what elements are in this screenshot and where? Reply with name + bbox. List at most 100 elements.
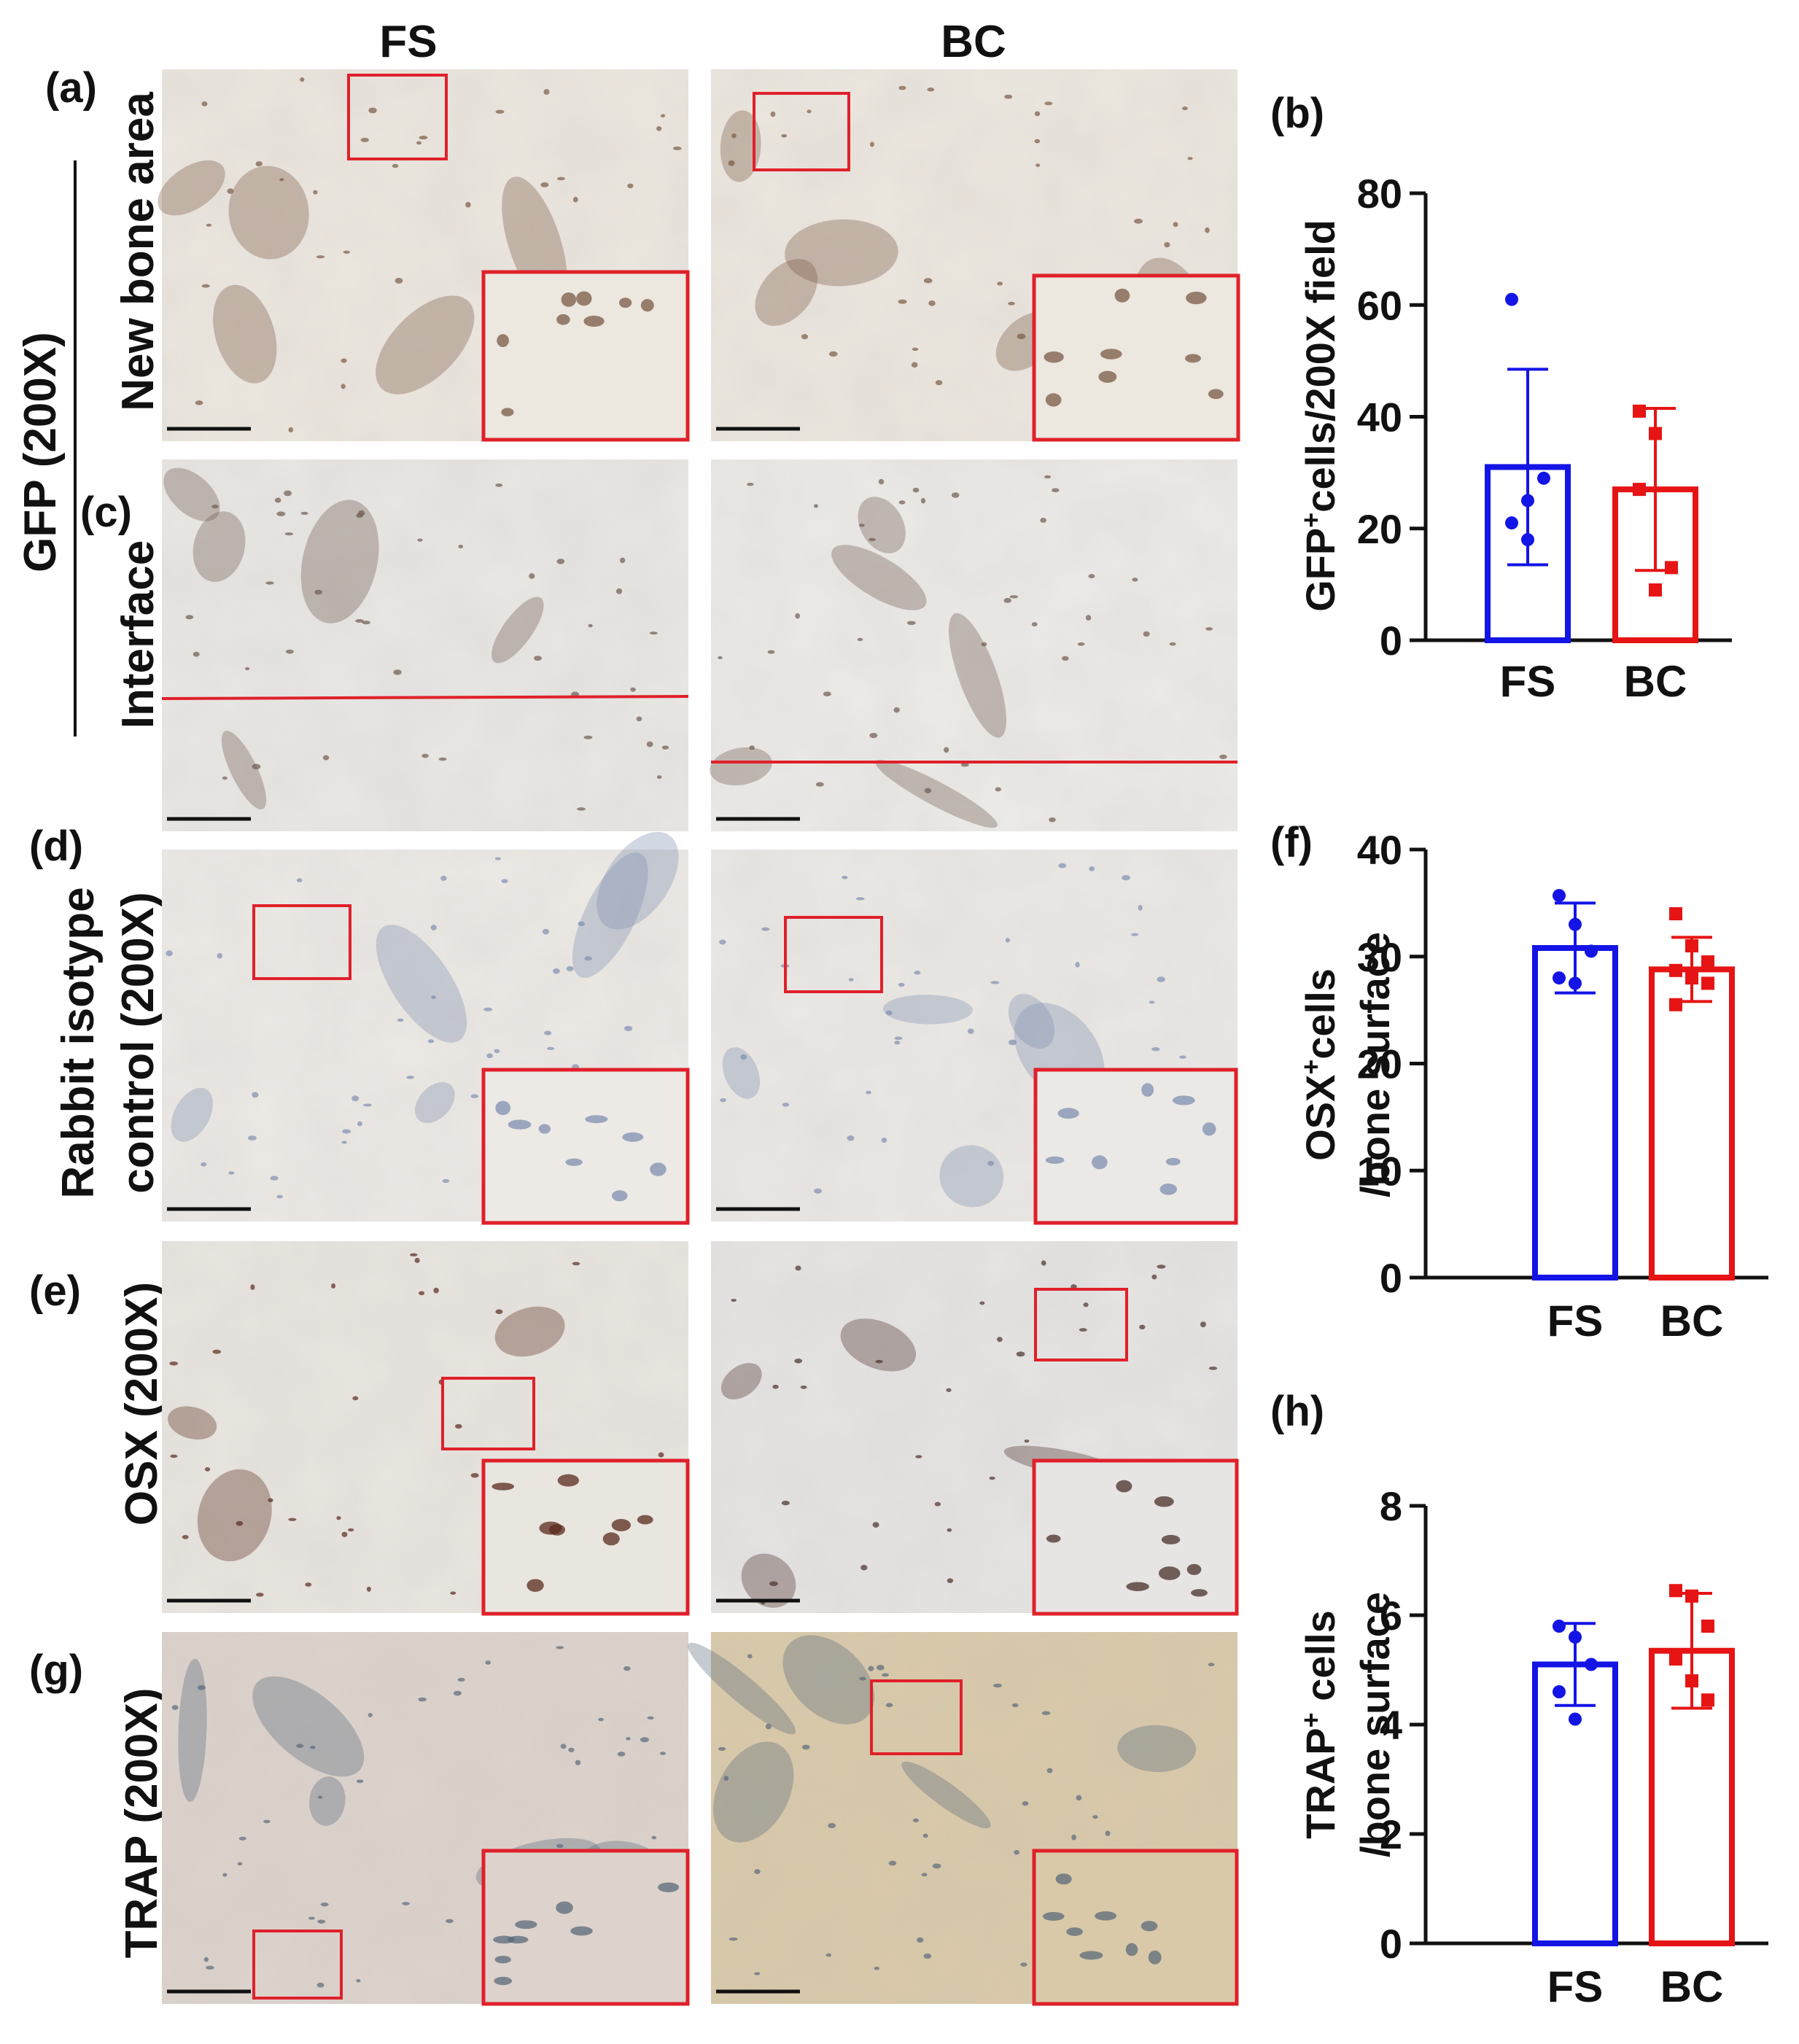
cell-nucleus <box>1088 574 1095 579</box>
marrow-region <box>163 467 220 521</box>
y-tick-label: 0 <box>1380 1255 1402 1301</box>
cell-nucleus <box>914 971 921 975</box>
cell-nucleus <box>894 1036 903 1041</box>
marrow-region <box>949 613 1006 738</box>
cell-nucleus <box>440 875 447 881</box>
zoom-inset <box>1033 1068 1238 1225</box>
cell-nucleus <box>993 1683 1002 1688</box>
marrow-region <box>875 759 998 828</box>
cell-nucleus <box>406 1076 414 1079</box>
cell-nucleus <box>1089 866 1095 871</box>
inset-cell <box>494 1976 513 1986</box>
data-point-bc <box>1669 1584 1682 1598</box>
inset-cell <box>1042 1912 1065 1921</box>
data-point-fs <box>1553 971 1566 985</box>
cell-nucleus <box>418 1697 427 1702</box>
cell-nucleus <box>1208 1367 1218 1370</box>
cell-nucleus <box>193 651 200 657</box>
inset-cell <box>1148 1950 1162 1965</box>
inset-cell <box>1044 351 1064 363</box>
micrograph-gfp-new-bone-fs <box>158 69 690 442</box>
category-label-bc: BC <box>1660 1297 1724 1345</box>
cell-nucleus <box>300 511 308 516</box>
cell-nucleus <box>228 1171 235 1175</box>
cell-nucleus <box>947 1578 954 1583</box>
marrow-region <box>309 1776 346 1826</box>
cell-nucleus <box>171 1705 179 1710</box>
category-label-fs: FS <box>1547 1297 1604 1345</box>
cell-nucleus <box>772 1384 779 1389</box>
panel-label-h: (h) <box>1270 1388 1324 1435</box>
cell-nucleus <box>800 1386 807 1389</box>
cell-nucleus <box>247 1135 257 1140</box>
bar-fs <box>1532 945 1618 1281</box>
inset-cell <box>494 1955 511 1964</box>
cell-nucleus <box>997 281 1003 286</box>
cell-nucleus <box>1164 241 1170 248</box>
y-tick-label: 0 <box>1380 618 1402 664</box>
cell-nucleus <box>348 1528 354 1532</box>
cell-nucleus <box>501 879 508 884</box>
cell-nucleus <box>395 278 403 284</box>
inset-cell <box>1098 370 1117 383</box>
inset-cell <box>539 1521 562 1535</box>
cell-nucleus <box>781 133 788 138</box>
cell-nucleus <box>848 978 854 982</box>
y-tick-label: 40 <box>1357 827 1402 873</box>
cell-nucleus <box>828 1822 836 1829</box>
cell-nucleus <box>658 1452 664 1458</box>
cell-nucleus <box>457 1677 465 1682</box>
cell-nucleus <box>268 1498 273 1503</box>
micrograph-gfp-new-bone-bc <box>711 69 1240 442</box>
cell-nucleus <box>494 1049 500 1054</box>
category-label-bc: BC <box>1660 1962 1724 2011</box>
cell-nucleus <box>782 1103 790 1107</box>
panel-label-g: (g) <box>29 1647 83 1694</box>
cell-nucleus <box>276 1194 283 1199</box>
cell-nucleus <box>1071 1834 1076 1841</box>
data-point-bc <box>1701 955 1714 969</box>
data-point-fs <box>1537 471 1550 485</box>
cell-nucleus <box>203 1956 209 1962</box>
selection-box <box>1034 1288 1128 1361</box>
marrow-region <box>197 1469 272 1562</box>
cell-nucleus <box>869 141 874 147</box>
cell-nucleus <box>731 133 737 139</box>
cell-nucleus <box>310 1746 316 1749</box>
cell-nucleus <box>765 1723 772 1730</box>
cell-nucleus <box>1122 874 1130 881</box>
cell-nucleus <box>1058 863 1067 868</box>
cell-nucleus <box>829 351 838 357</box>
cell-nucleus <box>795 613 800 619</box>
cell-nucleus <box>801 1744 810 1750</box>
marrow-region <box>741 1553 796 1608</box>
data-point-fs <box>1569 917 1582 931</box>
cell-nucleus <box>754 1869 761 1875</box>
data-point-fs <box>1505 516 1518 530</box>
cell-nucleus <box>543 89 550 96</box>
cell-nucleus <box>747 1654 753 1659</box>
row-label-osx: OSX (200X) <box>117 1282 167 1526</box>
panel-label-b: (b) <box>1270 90 1324 137</box>
cell-nucleus <box>598 1717 605 1722</box>
inset-cell <box>1154 1496 1174 1507</box>
y-tick-label: 40 <box>1357 395 1402 440</box>
cell-nucleus <box>647 1716 654 1719</box>
cell-nucleus <box>960 763 969 767</box>
inset-cell <box>565 1158 583 1166</box>
cell-nucleus <box>1105 1830 1111 1836</box>
marrow-region <box>785 219 898 287</box>
cell-nucleus <box>1092 1815 1098 1819</box>
cell-nucleus <box>1205 627 1213 631</box>
cell-nucleus <box>1075 962 1080 968</box>
row-label-new-bone-area: New bone area <box>113 92 163 411</box>
micrograph-osx-bc <box>711 1241 1239 1616</box>
cell-nucleus <box>920 497 926 504</box>
inset-cell <box>556 314 570 325</box>
cell-nucleus <box>495 483 503 487</box>
cell-nucleus <box>623 1666 631 1671</box>
y-tick-label: 4 <box>1380 1702 1402 1748</box>
y-axis-label: TRAP+ cells <box>1296 1610 1344 1839</box>
cell-nucleus <box>661 745 669 750</box>
inset-cell <box>1191 1589 1208 1597</box>
